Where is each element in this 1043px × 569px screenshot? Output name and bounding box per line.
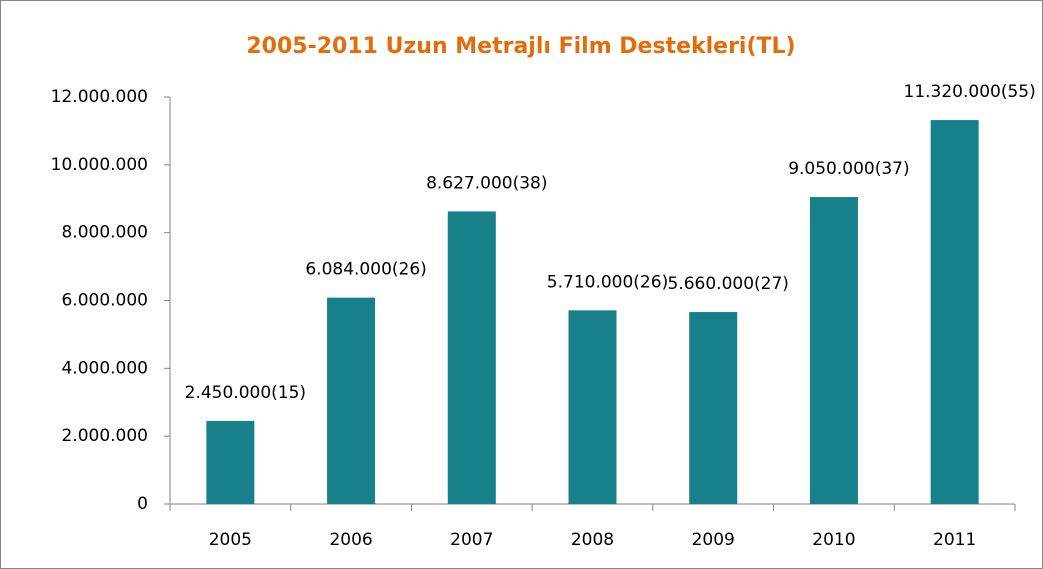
y-tick-label: 0 bbox=[137, 494, 148, 514]
bar bbox=[809, 197, 858, 504]
chart-title: 2005-2011 Uzun Metrajlı Film Destekleri(… bbox=[246, 34, 795, 59]
y-tick-label: 10.000.000 bbox=[51, 155, 148, 175]
value-label: 8.627.000(38) bbox=[426, 173, 547, 193]
y-tick-label: 6.000.000 bbox=[61, 291, 148, 311]
x-tick-label: 2009 bbox=[692, 530, 735, 550]
y-tick-label: 8.000.000 bbox=[61, 223, 148, 243]
bar bbox=[447, 211, 496, 504]
value-label: 6.084.000(26) bbox=[305, 260, 426, 280]
bar bbox=[568, 310, 617, 504]
x-tick-label: 2011 bbox=[933, 530, 976, 550]
x-tick-label: 2010 bbox=[812, 530, 855, 550]
bar bbox=[689, 312, 738, 504]
value-label: 5.660.000(27) bbox=[668, 274, 789, 294]
y-tick-label: 4.000.000 bbox=[61, 358, 148, 378]
value-label: 2.450.000(15) bbox=[185, 383, 306, 403]
value-label: 11.320.000(55) bbox=[904, 82, 1036, 102]
bar bbox=[930, 120, 979, 505]
value-label: 5.710.000(26) bbox=[547, 272, 668, 292]
x-tick-label: 2008 bbox=[571, 530, 614, 550]
value-label: 9.050.000(37) bbox=[788, 159, 909, 179]
x-tick-label: 2007 bbox=[450, 530, 493, 550]
x-tick-label: 2005 bbox=[209, 530, 252, 550]
y-tick-label: 12.000.000 bbox=[51, 87, 148, 107]
y-tick-label: 2.000.000 bbox=[61, 426, 148, 446]
bar bbox=[327, 297, 376, 504]
x-tick-label: 2006 bbox=[329, 530, 372, 550]
bar bbox=[206, 420, 255, 504]
